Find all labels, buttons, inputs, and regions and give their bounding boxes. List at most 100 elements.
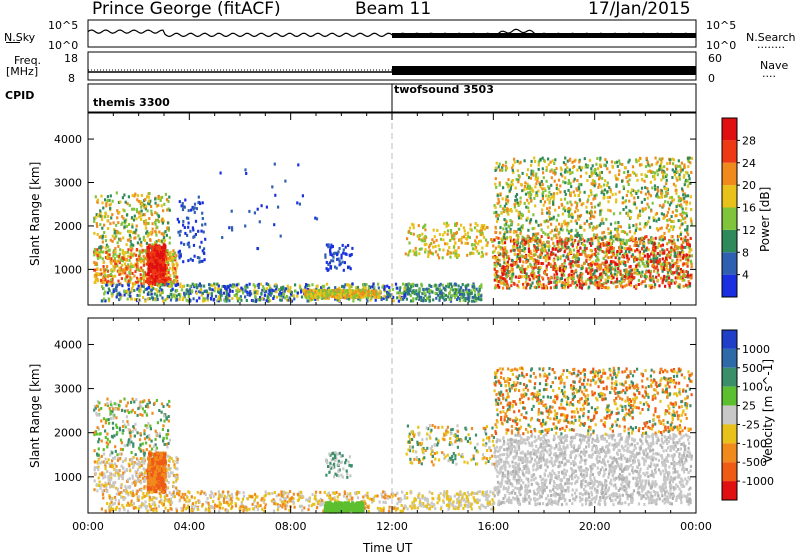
- echo-cell: [410, 300, 412, 303]
- echo-cell: [176, 262, 178, 265]
- echo-cell: [499, 264, 501, 267]
- echo-cell: [613, 212, 615, 215]
- echo-cell: [113, 269, 115, 272]
- echo-cell: [678, 159, 680, 162]
- echo-cell: [534, 160, 536, 163]
- echo-cell: [677, 165, 679, 168]
- echo-cell: [342, 244, 344, 247]
- echo-cell: [122, 196, 124, 199]
- echo-cell: [663, 165, 665, 168]
- echo-cell: [458, 228, 460, 231]
- echo-cell: [630, 216, 632, 219]
- echo-cell: [610, 242, 612, 245]
- echo-cell: [541, 276, 543, 279]
- echo-cell: [412, 250, 414, 253]
- echo-cell: [517, 223, 519, 226]
- echo-cell: [517, 249, 519, 252]
- echo-cell: [159, 264, 162, 268]
- echo-cell: [138, 200, 140, 203]
- echo-cell: [130, 263, 132, 266]
- echo-cell: [445, 294, 447, 297]
- echo-cell: [443, 294, 445, 297]
- echo-cell: [554, 173, 556, 176]
- echo-cell: [126, 214, 128, 217]
- echo-cell: [659, 250, 661, 253]
- echo-cell: [435, 245, 437, 248]
- echo-cell: [113, 221, 115, 224]
- echo-cell: [487, 241, 489, 244]
- echo-cell: [635, 192, 637, 195]
- echo-cell: [182, 224, 184, 227]
- echo-cell: [476, 250, 478, 253]
- echo-cell: [460, 238, 462, 241]
- echo-cell: [546, 252, 548, 255]
- echo-cell: [115, 250, 117, 253]
- echo-cell: [521, 265, 523, 268]
- echo-cell: [127, 255, 129, 258]
- echo-cell: [418, 238, 420, 241]
- echo-cell: [118, 211, 120, 214]
- echo-cell: [677, 238, 679, 241]
- echo-cell: [521, 242, 523, 245]
- echo-cell: [413, 233, 415, 236]
- echo-cell: [378, 286, 380, 289]
- echo-cell: [110, 262, 112, 265]
- echo-cell: [682, 241, 684, 244]
- echo-cell: [347, 283, 349, 286]
- echo-cell: [107, 227, 109, 230]
- echo-cell: [588, 266, 590, 269]
- echo-cell: [341, 289, 343, 292]
- echo-cell: [496, 270, 498, 273]
- echo-cell: [561, 277, 563, 280]
- echo-cell: [668, 241, 670, 244]
- echo-cell: [615, 281, 617, 284]
- echo-cell: [421, 233, 423, 236]
- echo-cell: [642, 262, 644, 265]
- echo-cell: [502, 277, 504, 280]
- echo-cell: [144, 239, 146, 242]
- echo-cell: [177, 218, 179, 221]
- echo-cell: [471, 300, 473, 303]
- echo-cell: [436, 239, 438, 242]
- echo-cell: [128, 195, 130, 198]
- echo-cell: [607, 280, 609, 283]
- echo-cell: [336, 253, 338, 256]
- echo-cell: [601, 171, 603, 174]
- echo-cell: [140, 244, 142, 247]
- echo-cell: [182, 208, 184, 211]
- echo-cell: [638, 262, 640, 265]
- echo-cell: [412, 224, 414, 227]
- echo-cell: [597, 259, 599, 262]
- echo-cell: [167, 278, 169, 281]
- echo-cell: [108, 298, 110, 301]
- echo-cell: [126, 276, 128, 279]
- echo-cell: [383, 288, 385, 291]
- echo-cell: [637, 244, 639, 247]
- echo-cell: [432, 252, 434, 255]
- echo-cell: [96, 262, 98, 265]
- echo-cell: [349, 284, 351, 287]
- echo-cell: [112, 200, 114, 203]
- echo-cell: [300, 291, 302, 294]
- echo-cell: [598, 183, 600, 186]
- echo-cell: [550, 223, 552, 226]
- echo-cell: [170, 299, 172, 302]
- echo-cell: [336, 267, 338, 270]
- echo-cell: [522, 270, 524, 273]
- echo-cell: [535, 182, 537, 185]
- echo-cell: [604, 286, 606, 289]
- echo-cell: [690, 248, 692, 251]
- echo-cell: [622, 239, 624, 242]
- echo-cell: [502, 265, 504, 268]
- echo-cell: [157, 204, 159, 207]
- echo-cell: [121, 284, 123, 287]
- echo-cell: [410, 285, 412, 288]
- echo-cell: [124, 269, 126, 272]
- echo-cell: [107, 219, 109, 222]
- echo-cell: [624, 261, 626, 264]
- echo-cell: [579, 198, 581, 201]
- echo-cell: [503, 258, 505, 261]
- echo-cell: [617, 267, 619, 270]
- echo-cell: [103, 292, 105, 295]
- echo-cell: [146, 242, 148, 245]
